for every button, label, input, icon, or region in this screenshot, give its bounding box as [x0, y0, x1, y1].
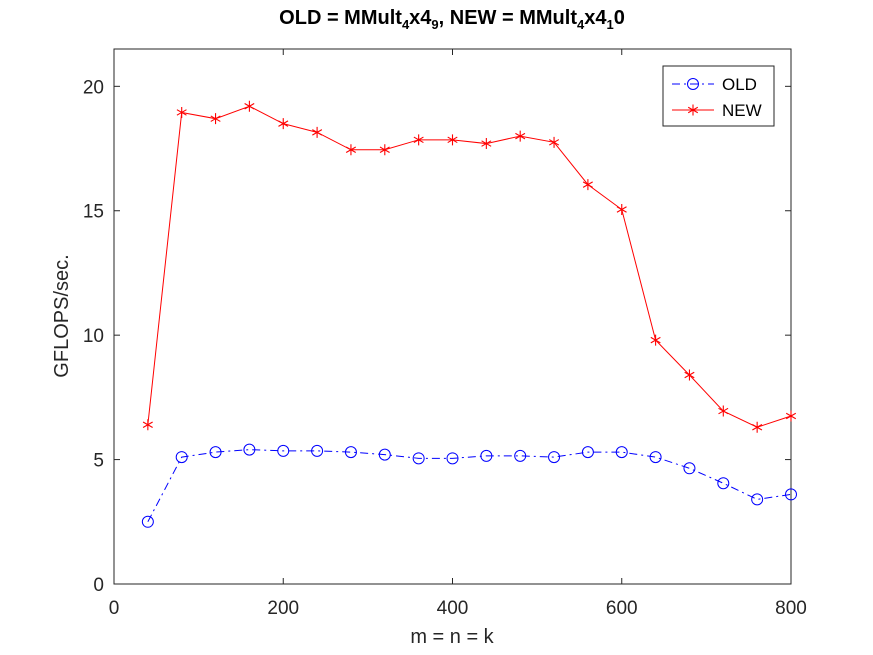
plot-area [113, 48, 792, 585]
x-tick-label: 0 [109, 598, 120, 619]
data-point [515, 130, 526, 142]
data-point [718, 405, 729, 417]
data-point [751, 493, 764, 506]
series-old [141, 443, 797, 528]
data-point [650, 334, 661, 346]
legend-label: OLD [722, 75, 757, 94]
data-point [548, 136, 560, 148]
data-point [581, 446, 594, 459]
data-point [615, 446, 628, 459]
data-point [683, 462, 696, 475]
data-point [413, 134, 424, 146]
x-tick-label: 200 [267, 598, 299, 619]
data-point [752, 421, 763, 433]
data-point [548, 451, 561, 464]
data-point [785, 410, 797, 422]
data-point [312, 126, 323, 138]
data-point [446, 452, 459, 465]
series-new [142, 100, 797, 433]
legend-marker [687, 104, 699, 116]
series-layer [141, 100, 797, 528]
data-point [141, 515, 154, 528]
data-point [481, 138, 492, 150]
y-tick-label: 10 [83, 326, 104, 347]
data-point [717, 477, 730, 490]
x-tick-label: 600 [606, 598, 638, 619]
data-point [480, 449, 493, 462]
data-point [176, 106, 187, 118]
legend-box [662, 65, 775, 127]
data-point [209, 446, 222, 459]
data-point [277, 444, 290, 457]
legend: OLD NEW [662, 65, 775, 127]
data-point [378, 448, 391, 461]
y-axis-label: GFLOPS/sec. [51, 254, 73, 377]
data-point [514, 449, 527, 462]
y-tick-label: 5 [93, 451, 104, 472]
y-tick-label: 20 [83, 77, 104, 98]
legend-marker [687, 78, 699, 90]
data-point [243, 443, 256, 456]
y-tick-label: 15 [83, 202, 104, 223]
data-point [142, 419, 153, 431]
data-point [412, 452, 425, 465]
data-point [244, 100, 255, 112]
data-point [344, 446, 357, 459]
x-tick-label: 400 [437, 598, 469, 619]
x-axis-label: m = n = k [410, 626, 494, 648]
data-point [379, 144, 390, 156]
legend-label: NEW [722, 101, 762, 120]
data-point [175, 451, 188, 464]
data-point [311, 444, 324, 457]
x-tick-label: 800 [775, 598, 807, 619]
data-point [785, 488, 797, 501]
data-point [582, 179, 593, 191]
y-tick-label: 0 [93, 575, 104, 596]
data-point [447, 134, 458, 146]
chart-title: OLD = MMult4x49, NEW = MMult4x410 [279, 7, 625, 32]
data-point [616, 204, 627, 215]
data-point [278, 118, 289, 130]
data-point [345, 144, 357, 156]
axis-ticks: 0 200 400 600 800 0 5 10 15 20 [83, 49, 807, 619]
data-point [684, 369, 695, 381]
data-point [649, 451, 662, 464]
series-line-new [147, 105, 792, 428]
data-point [210, 113, 221, 125]
